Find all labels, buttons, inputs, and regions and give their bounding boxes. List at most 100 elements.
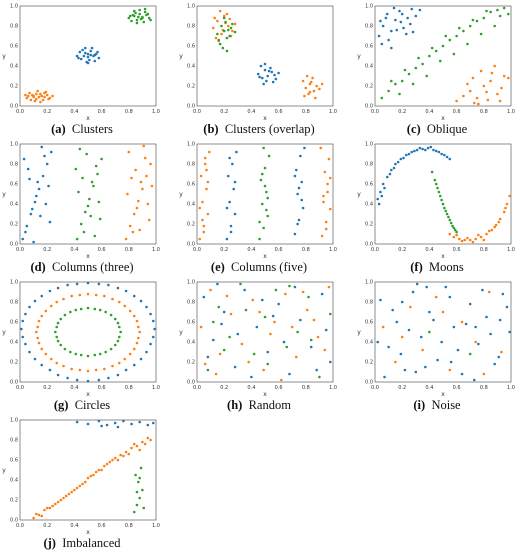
scatter-point-blue [293,285,297,289]
scatter-plot: 0.0 0.2 0.4 0.6 0.8 1.0 0.0 0.2 0.4 0.6 0.8 1.0 x y [179,280,337,398]
scatter-point-green [239,282,242,286]
scatter-point-orange [487,290,491,294]
scatter-point-blue [380,194,384,198]
scatter-point-orange [132,442,136,446]
scatter-point-orange [502,74,506,78]
scatter-point-orange [323,170,327,174]
scatter-point-blue [277,71,280,75]
scatter-point-orange [86,476,90,480]
scatter-point-orange [37,319,41,323]
scatter-point-orange [43,508,46,512]
scatter-point-green [260,202,264,206]
scatter-plot: 0.0 0.2 0.4 0.6 0.8 1.0 0.0 0.2 0.4 0.6 0.8 1.0 x y [2,142,160,260]
scatter-point-green [69,310,72,314]
scatter-point-blue [66,376,69,380]
scatter-point-orange [455,233,458,237]
x-tick-label: 0.0 [16,247,24,253]
scatter-point-blue [21,237,25,241]
x-tick-label: 0.4 [70,385,78,391]
x-tick-label: 0.8 [125,247,133,253]
scatter-point-blue [47,184,50,188]
scatter-point-blue [94,52,98,56]
scatter-point-green [82,230,86,234]
scatter-point-green [430,170,434,174]
scatter-point-blue [255,325,259,329]
scatter-point-orange [45,93,49,97]
y-tick-label: 0.4 [10,478,18,484]
scatter-point-orange [86,369,90,373]
scatter-point-orange [131,230,135,234]
scatter-point-blue [153,327,156,331]
scatter-point-orange [199,325,203,329]
scatter-point-orange [303,94,306,98]
scatter-point-green [421,62,424,66]
scatter-point-blue [498,318,502,322]
scatter-point-green [443,206,446,210]
scatter-point-blue [116,373,120,377]
scatter-point-blue [100,424,103,428]
scatter-point-blue [30,207,34,211]
scatter-point-orange [225,294,229,298]
scatter-point-orange [150,184,154,188]
scatter-point-blue [216,282,219,286]
scatter-point-orange [24,93,27,97]
y-tick-label: 1.0 [187,142,195,148]
scatter-point-orange [328,176,332,180]
scatter-point-blue [485,315,488,319]
scatter-point-orange [222,14,226,18]
scatter-point-blue [145,350,148,354]
scatter-point-blue [388,172,392,176]
scatter-point-orange [460,320,464,324]
scatter-point-orange [105,462,109,466]
scatter-point-green [267,154,271,158]
x-tick-label: 0.4 [425,385,433,391]
scatter-point-orange [322,200,325,204]
scatter-point-green [86,306,90,310]
scatter-point-blue [419,335,423,339]
scatter-point-green [69,350,72,354]
scatter-point-blue [229,230,233,234]
scatter-point-blue [293,174,297,178]
scatter-point-green [96,172,99,176]
scatter-point-orange [128,352,132,356]
scatter-point-blue [86,281,90,285]
y-tick-label: 0.4 [10,340,18,346]
y-tick-label: 0.0 [187,380,195,386]
scatter-point-orange [477,102,480,106]
scatter-point-orange [41,98,45,102]
scatter-point-blue [260,76,264,80]
scatter-point-blue [116,425,120,429]
scatter-point-blue [436,358,439,362]
scatter-point-orange [203,362,207,366]
x-tick-label: 0.0 [371,109,379,115]
y-tick-label: 0.8 [10,438,18,444]
y-axis-label: y [357,191,361,198]
scatter-point-orange [135,206,139,210]
scatter-point-orange [326,182,329,186]
scatter-point-orange [475,96,479,100]
scatter-point-orange [40,314,44,318]
scatter-point-green [458,26,461,30]
scatter-point-blue [387,38,390,42]
scatter-point-orange [55,300,59,304]
scatter-point-orange [394,360,397,364]
scatter-point-green [449,221,453,225]
scatter-point-green [100,157,103,161]
scatter-point-green [143,10,147,14]
scatter-point-orange [94,293,98,297]
scatter-point-green [93,234,97,238]
scatter-point-green [93,307,97,311]
scatter-point-orange [146,202,150,206]
scatter-point-green [448,218,452,222]
scatter-point-blue [400,12,404,16]
scatter-point-green [451,224,454,228]
scatter-point-orange [460,239,464,243]
y-tick-label: 0.8 [187,300,195,306]
scatter-point-blue [296,192,299,196]
scatter-point-blue [425,285,428,289]
panel-caption: (g) Circles [0,398,164,413]
scatter-point-orange [35,330,38,334]
caption-text: Columns (five) [231,260,308,274]
scatter-point-blue [449,360,453,364]
scatter-point-orange [137,325,140,329]
